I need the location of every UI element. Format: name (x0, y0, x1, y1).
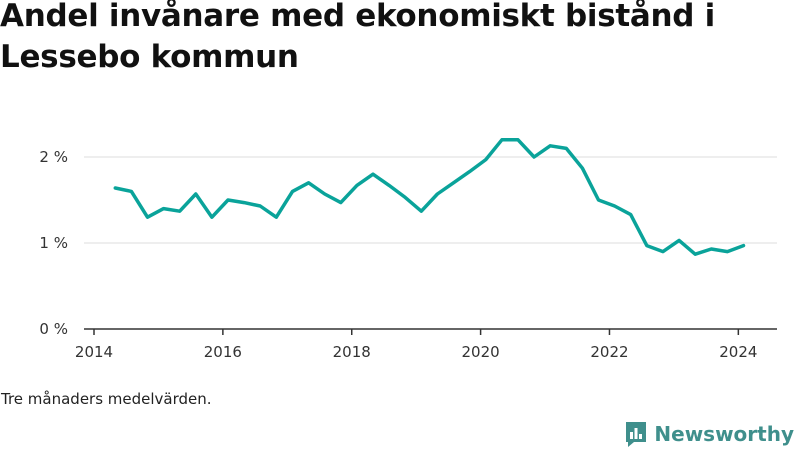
x-tick-label: 2016 (204, 343, 242, 361)
x-tick-label: 2020 (462, 343, 500, 361)
brand-logo: Newsworthy (624, 418, 794, 450)
y-tick-label: 2 % (39, 148, 68, 166)
chart-title: Andel invånare med ekonomiskt bistånd i … (0, 0, 715, 75)
brand-name: Newsworthy (654, 422, 794, 446)
series-line-0 (113, 138, 746, 256)
x-tick-label: 2024 (719, 343, 757, 361)
series-lines (113, 138, 746, 256)
newsworthy-icon (626, 422, 647, 447)
y-tick-label: 0 % (39, 320, 68, 338)
gridlines (84, 156, 777, 244)
chart-caption: Tre månaders medelvärden. (1, 390, 212, 408)
y-axis-ticks: 0 % 1 % 2 % (39, 148, 68, 338)
x-tick-label: 2014 (75, 343, 113, 361)
y-tick-label: 1 % (39, 234, 68, 252)
x-tick-label: 2022 (590, 343, 628, 361)
x-tick-label: 2018 (333, 343, 371, 361)
x-axis-ticks: 2014 2016 2018 2020 2022 2024 (75, 329, 757, 361)
